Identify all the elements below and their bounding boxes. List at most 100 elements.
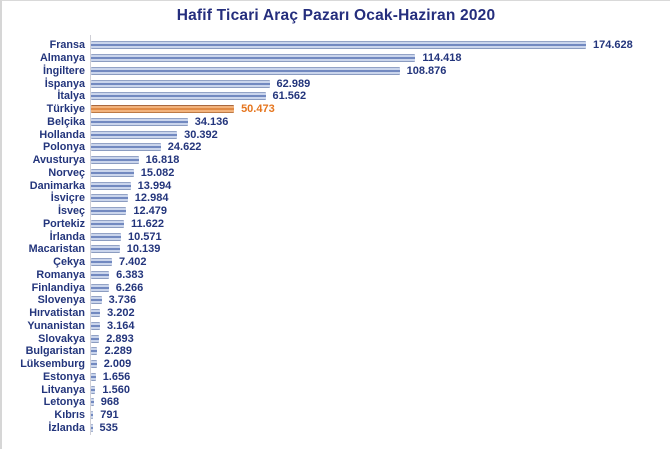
bar-track: 1.560 [85, 383, 670, 396]
bar-track: 3.736 [85, 294, 670, 307]
bar-row: Portekiz 11.622 [2, 218, 670, 231]
country-label: Letonya [43, 396, 85, 409]
value-label: 10.571 [127, 230, 162, 243]
bar-row: İzlanda 535 [2, 422, 670, 435]
country-label: Macaristan [28, 243, 85, 256]
country-label: Romanya [36, 268, 85, 281]
bar-row: Hollanda 30.392 [2, 128, 670, 141]
value-bar [91, 130, 178, 139]
value-label: 3.736 [108, 294, 137, 307]
bar-row: Norveç 15.082 [2, 167, 670, 180]
value-label: 10.139 [126, 243, 161, 256]
value-bar [91, 258, 112, 267]
value-bar [91, 92, 266, 101]
country-label: Hırvatistan [29, 307, 85, 320]
value-bar [91, 194, 128, 203]
bar-track: 2.009 [85, 358, 670, 371]
country-label: Fransa [49, 39, 85, 52]
bar-row: Hırvatistan 3.202 [2, 307, 670, 320]
value-label: 2.289 [104, 345, 133, 358]
bar-track: 13.994 [85, 179, 670, 192]
country-label: Belçika [47, 115, 85, 128]
value-label: 2.893 [106, 332, 134, 345]
bar-track: 12.479 [85, 205, 670, 218]
bar-track: 174.628 [85, 39, 670, 52]
country-label: Portekiz [42, 217, 85, 230]
bar-track: 114.418 [85, 52, 670, 65]
country-label: Lüksemburg [20, 358, 85, 371]
country-label: İngiltere [43, 64, 85, 77]
bar-row: İspanya 62.989 [2, 77, 670, 90]
bar-track: 10.571 [85, 230, 670, 243]
value-label: 2.009 [103, 358, 132, 371]
country-label: Türkiye [46, 103, 85, 116]
value-label: 15.082 [140, 166, 175, 179]
value-bar [91, 181, 131, 190]
value-bar [91, 41, 586, 50]
value-bar [91, 219, 124, 228]
bar-track: 6.383 [85, 269, 670, 282]
bar-track: 11.622 [85, 218, 670, 231]
bar-row: Letonya 968 [2, 396, 670, 409]
bar-track: 30.392 [85, 128, 670, 141]
bar-track: 15.082 [85, 167, 670, 180]
value-label: 3.202 [107, 307, 135, 320]
bar-row: İrlanda 10.571 [2, 230, 670, 243]
bar-track: 2.893 [85, 332, 670, 345]
country-label: İtalya [57, 90, 85, 103]
value-bar [91, 360, 97, 369]
value-bar [91, 117, 188, 126]
country-label: Norveç [48, 166, 85, 179]
value-label: 11.622 [130, 217, 164, 230]
country-label: Finlandiya [31, 281, 85, 294]
bar-row: Bulgaristan 2.289 [2, 345, 670, 358]
value-bar [91, 423, 93, 432]
value-bar [91, 66, 400, 75]
bar-track: 10.139 [85, 243, 670, 256]
value-bar [91, 283, 109, 292]
value-label: 6.266 [115, 281, 144, 294]
bar-row: Lüksemburg 2.009 [2, 358, 670, 371]
value-bar [91, 372, 96, 381]
country-label: Danimarka [29, 179, 85, 192]
value-label: 1.560 [102, 383, 130, 396]
bar-row: İngiltere 108.876 [2, 65, 670, 78]
value-label: 24.622 [167, 141, 202, 154]
bar-track: 3.164 [85, 320, 670, 333]
bar-row: Fransa 174.628 [2, 39, 670, 52]
value-bar [91, 54, 416, 63]
bar-row: Slovenya 3.736 [2, 294, 670, 307]
value-bar [91, 385, 96, 394]
bar-row: Slovakya 2.893 [2, 332, 670, 345]
value-label: 12.984 [134, 192, 169, 205]
country-label: İsviçre [50, 192, 85, 205]
value-bar [91, 321, 100, 330]
value-bar [91, 156, 139, 165]
country-label: Slovenya [37, 294, 85, 307]
value-bar [91, 398, 94, 407]
value-bar [91, 79, 270, 88]
bar-track: 24.622 [85, 141, 670, 154]
country-label: Almanya [39, 52, 85, 65]
bar-track: 61.562 [85, 90, 670, 103]
country-label: Kıbrıs [54, 409, 85, 422]
country-label: Hollanda [39, 128, 85, 141]
value-bar [91, 207, 127, 216]
value-label: 50.473 [241, 103, 275, 116]
value-bar [91, 296, 102, 305]
country-label: Slovakya [38, 332, 85, 345]
bar-row: Yunanistan 3.164 [2, 320, 670, 333]
country-label: Litvanya [41, 383, 85, 396]
value-bar [91, 347, 98, 356]
value-bar [91, 105, 235, 114]
plot-area: Fransa 174.628 Almanya 114.418 İngiltere 108.… [2, 35, 670, 435]
y-axis-line [90, 35, 91, 435]
bar-track: 2.289 [85, 345, 670, 358]
bar-row: İsveç 12.479 [2, 205, 670, 218]
value-label: 535 [99, 421, 118, 434]
bar-track: 34.136 [85, 116, 670, 129]
bar-row: Almanya 114.418 [2, 52, 670, 65]
country-label: Çekya [53, 256, 85, 269]
bar-track: 12.984 [85, 192, 670, 205]
